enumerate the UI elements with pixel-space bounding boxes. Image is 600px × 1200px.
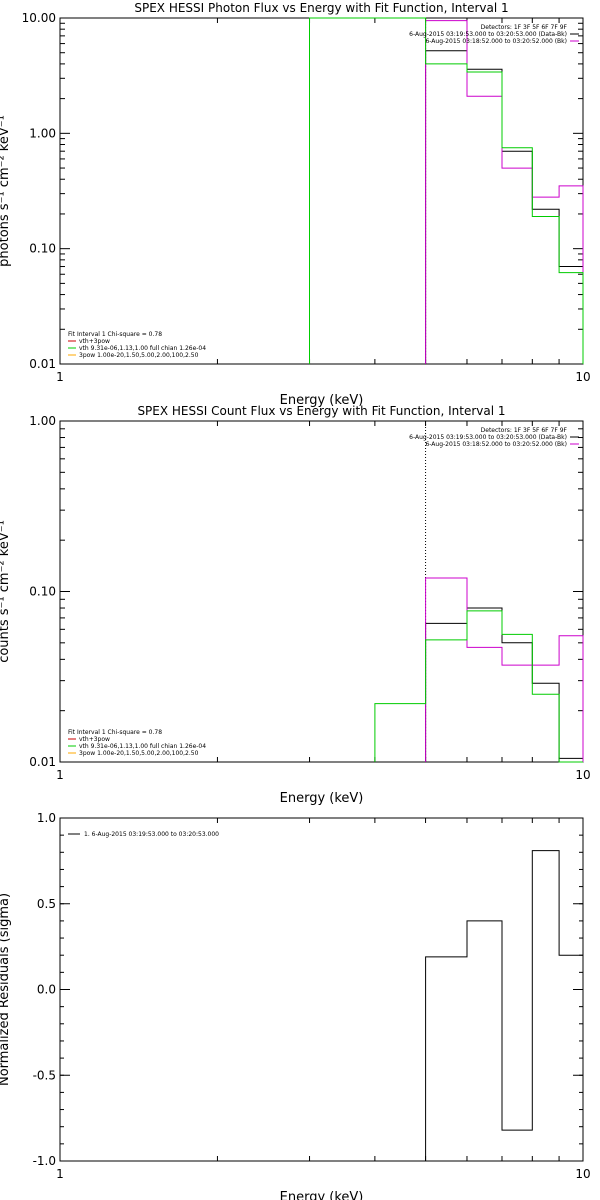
- series-3-line: [309, 17, 584, 364]
- legend-entry: 6-Aug-2015 03:18:52.000 to 03:20:52.000 …: [425, 441, 567, 448]
- series-2-line: [425, 577, 584, 762]
- y-tick-label: 0.01: [29, 357, 56, 371]
- legend-entry: Fit Interval 1 Chi-square = 0.78: [68, 729, 162, 736]
- panel-2: SPEX HESSI Count Flux vs Energy with Fit…: [0, 404, 591, 806]
- legend-entry: 6-Aug-2015 03:18:52.000 to 03:20:52.000 …: [425, 38, 567, 45]
- x-tick-label: 1: [56, 370, 64, 384]
- legend-entry: 1. 6-Aug-2015 03:19:53.000 to 03:20:53.0…: [84, 831, 219, 838]
- y-tick-label: -1.0: [33, 1154, 56, 1168]
- x-tick-label: 1: [56, 768, 64, 782]
- y-tick-label: 0.10: [29, 242, 56, 256]
- legend-entry: Detectors: 1F 3F 5F 6F 7F 9F: [481, 427, 568, 434]
- legend-entry: 3pow 1.00e-20,1.50,5.00,2.00,100,2.50: [79, 352, 199, 359]
- series-2-line: [425, 20, 584, 364]
- legend-entry: vth 9.31e-06,1.13,1.00 full chian 1.26e-…: [79, 345, 206, 352]
- series-1-line: [425, 607, 584, 762]
- series-1-line: [425, 850, 584, 1161]
- y-tick-label: -0.5: [33, 1068, 56, 1082]
- chart-title: SPEX HESSI Photon Flux vs Energy with Fi…: [134, 1, 508, 15]
- legend-entry: vth+3pow: [79, 736, 110, 743]
- y-axis-label: Normalized Residuals (sigma): [0, 893, 12, 1086]
- x-tick-label: 1: [56, 1167, 64, 1181]
- series-3-line: [374, 610, 583, 763]
- y-tick-label: 1.0: [37, 811, 56, 825]
- series-1-line: [425, 50, 584, 364]
- legend-entry: 6-Aug-2015 03:19:53.000 to 03:20:53.000 …: [409, 31, 567, 38]
- y-tick-label: 0.01: [29, 755, 56, 769]
- panel-3: 1 10 -1.0 -0.5 0.0 0.5 1.0 Energy (keV) Normaliz…: [0, 811, 591, 1200]
- x-axis-label: Energy (keV): [280, 393, 364, 408]
- x-tick-label: 10: [575, 370, 590, 384]
- x-tick-label: 10: [575, 768, 590, 782]
- y-tick-label: 1.00: [29, 414, 56, 428]
- y-tick-label: 0.5: [37, 897, 56, 911]
- legend-entry: Fit Interval 1 Chi-square = 0.78: [68, 331, 162, 338]
- plot-frame: [59, 420, 584, 763]
- x-tick-label: 10: [575, 1167, 590, 1181]
- y-tick-label: 10.00: [22, 11, 56, 25]
- plot-frame: [59, 17, 584, 365]
- y-tick-label: 0.10: [29, 585, 56, 599]
- plot-frame: [59, 817, 584, 1162]
- y-tick-label: 0.0: [37, 983, 56, 997]
- y-axis-label: counts s⁻¹ cm⁻² keV⁻¹: [0, 520, 12, 663]
- y-tick-label: 1.00: [29, 126, 56, 140]
- x-axis-label: Energy (keV): [280, 791, 364, 806]
- y-axis-label: photons s⁻¹ cm⁻² keV⁻¹: [0, 115, 12, 267]
- legend-entry: Detectors: 1F 3F 5F 6F 7F 9F: [481, 24, 568, 31]
- legend-entry: vth+3pow: [79, 338, 110, 345]
- panel-1: SPEX HESSI Photon Flux vs Energy with Fi…: [0, 1, 591, 408]
- legend-entry: vth 9.31e-06,1.13,1.00 full chian 1.26e-…: [79, 743, 206, 750]
- legend-entry: 6-Aug-2015 03:19:53.000 to 03:20:53.000 …: [409, 434, 567, 441]
- x-axis-label: Energy (keV): [280, 1190, 364, 1200]
- chart-title: SPEX HESSI Count Flux vs Energy with Fit…: [137, 404, 505, 418]
- legend-entry: 3pow 1.00e-20,1.50,5.00,2.00,100,2.50: [79, 750, 199, 757]
